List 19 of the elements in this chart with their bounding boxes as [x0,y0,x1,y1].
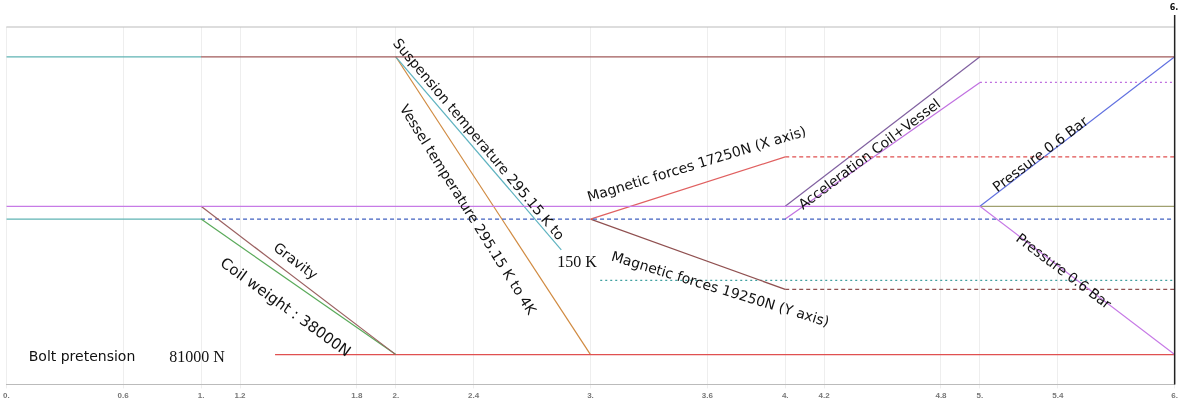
x-tick-label: 2.4 [468,391,480,401]
x-tick-label: 3.6 [701,391,714,401]
x-tick-label: 0.6 [117,391,130,401]
annotation: Bolt pretension [28,347,136,364]
annotation: 150 K [557,253,598,271]
x-tick-label: 5. [976,391,984,401]
x-tick-label: 4.2 [818,391,831,401]
x-tick-label: 6. [1171,391,1178,401]
x-tick-label: 1. [197,391,205,401]
x-tick-label: 5.4 [1052,391,1064,401]
x-tick-label: 1.8 [351,391,363,401]
x-tick-label: 0. [3,391,10,401]
x-tick-label: 4. [781,391,789,401]
text: 6. [1169,3,1179,13]
x-tick-label: 1.2 [234,391,247,401]
x-tick-label: 4.8 [935,391,948,401]
x-tick-label: 2. [392,391,400,401]
x-tick-label: 3. [587,391,594,401]
annotation: 81000 N [169,348,226,366]
